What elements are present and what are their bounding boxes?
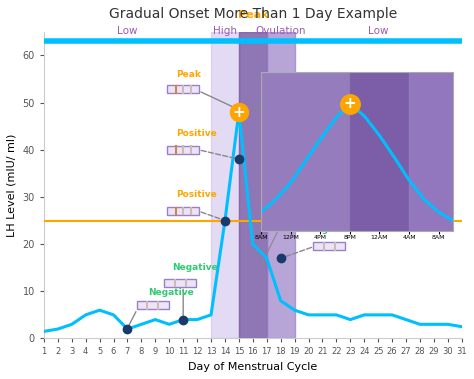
Text: Negative: Negative bbox=[148, 288, 194, 297]
Text: Ovulation: Ovulation bbox=[255, 26, 306, 36]
Text: Negative: Negative bbox=[172, 263, 218, 272]
FancyBboxPatch shape bbox=[313, 243, 346, 251]
Text: Positive: Positive bbox=[176, 190, 217, 199]
FancyBboxPatch shape bbox=[167, 85, 199, 93]
Text: Peak: Peak bbox=[176, 70, 201, 79]
Title: Gradual Onset More Than 1 Day Example: Gradual Onset More Than 1 Day Example bbox=[109, 7, 397, 21]
Text: High: High bbox=[213, 26, 237, 36]
Bar bbox=[267, 32, 295, 338]
Text: Low: Low bbox=[368, 26, 388, 36]
Text: +: + bbox=[233, 105, 245, 119]
Text: Negative: Negative bbox=[309, 226, 354, 234]
FancyBboxPatch shape bbox=[164, 279, 196, 287]
Text: Peak: Peak bbox=[237, 10, 268, 20]
Text: Low: Low bbox=[117, 26, 138, 36]
FancyBboxPatch shape bbox=[167, 207, 199, 215]
X-axis label: Day of Menstrual Cycle: Day of Menstrual Cycle bbox=[188, 362, 318, 372]
FancyBboxPatch shape bbox=[167, 146, 199, 154]
Y-axis label: LH Level (mIU/ ml): LH Level (mIU/ ml) bbox=[7, 133, 17, 237]
Bar bbox=[239, 32, 267, 338]
FancyBboxPatch shape bbox=[137, 301, 169, 310]
Text: Positive: Positive bbox=[176, 128, 217, 138]
Bar bbox=[211, 32, 239, 338]
